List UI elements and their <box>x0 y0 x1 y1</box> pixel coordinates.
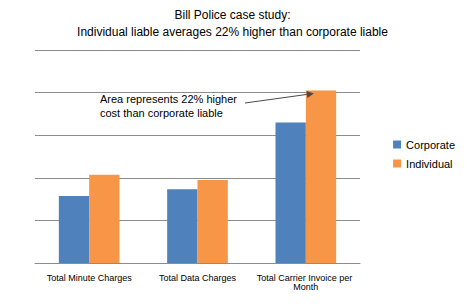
svg-text:Month: Month <box>293 282 318 292</box>
svg-text:Bill Police case study:: Bill Police case study: <box>174 8 290 22</box>
svg-text:Total Data Charges: Total Data Charges <box>159 273 237 283</box>
svg-text:Corporate: Corporate <box>406 139 455 151</box>
svg-text:Total Minute Charges: Total Minute Charges <box>47 273 133 283</box>
svg-text:Individual: Individual <box>406 158 452 170</box>
svg-text:cost than corporate liable: cost than corporate liable <box>100 107 223 119</box>
svg-text:Total Carrier Invoice per: Total Carrier Invoice per <box>256 272 355 283</box>
svg-text:Area represents 22% higher: Area represents 22% higher <box>100 93 237 105</box>
svg-text:Individual liable averages 22%: Individual liable averages 22% higher th… <box>77 25 388 39</box>
